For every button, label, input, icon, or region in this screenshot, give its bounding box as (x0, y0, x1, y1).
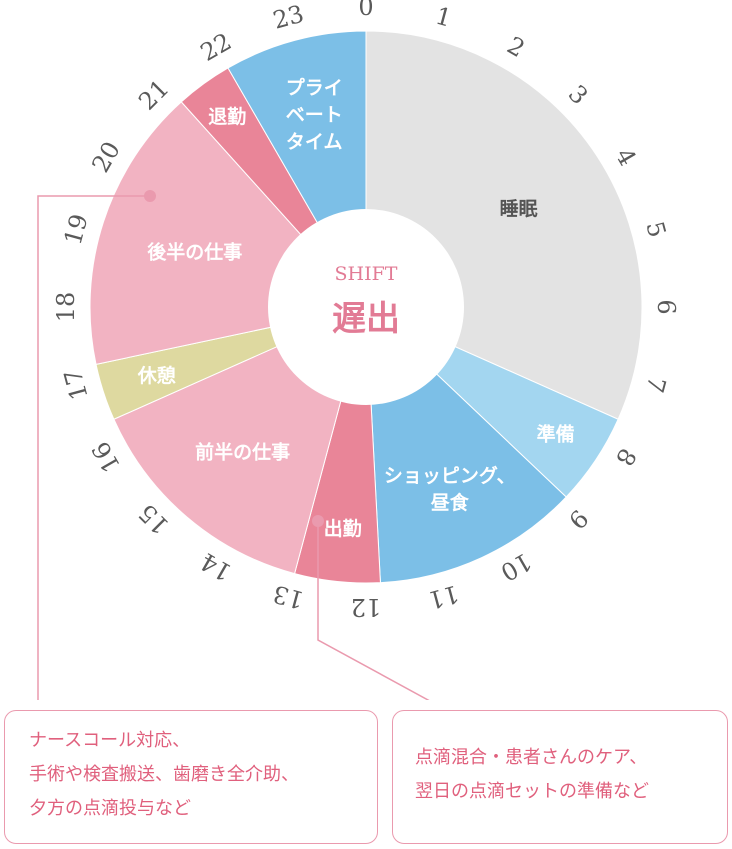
hour-tick-5: 5 (640, 218, 671, 240)
hour-tick-21: 21 (133, 74, 174, 115)
hour-tick-23: 23 (270, 0, 307, 35)
segment-label-prep-1: 準備 (537, 423, 575, 446)
segment-label-private-2: ベート (286, 104, 343, 126)
hour-tick-16: 16 (86, 437, 126, 477)
hour-tick-15: 15 (133, 498, 174, 539)
callout-box-first-half-work: 点滴混合・患者さんのケア、 翌日の点滴セットの準備など (392, 710, 728, 844)
leader-line-right (317, 521, 430, 700)
hour-tick-6: 6 (652, 299, 680, 314)
hour-tick-19: 19 (59, 211, 94, 248)
leader-lines-group (37, 190, 430, 700)
hour-tick-22: 22 (196, 27, 236, 67)
leader-dot-right (312, 515, 324, 527)
callout-left-line-1: ナースコール対応、 (29, 730, 191, 751)
center-disc (268, 209, 464, 405)
segment-label-work-second-1: 後半の仕事 (147, 240, 242, 263)
center-title: 遅出 (332, 299, 400, 339)
segment-label-shopping-2: 昼食 (431, 491, 470, 514)
callout-right-line-1: 点滴混合・患者さんのケア、 (415, 747, 648, 768)
center-subtitle: SHIFT (335, 263, 398, 285)
segment-label-sleep-1: 睡眠 (500, 198, 538, 220)
hour-tick-9: 9 (563, 504, 594, 535)
hour-tick-4: 4 (610, 143, 642, 170)
hour-tick-17: 17 (59, 366, 94, 403)
hour-tick-7: 7 (640, 374, 671, 396)
hour-tick-18: 18 (52, 292, 80, 323)
hour-tick-12: 12 (351, 593, 382, 621)
segment-label-work-first-1: 前半の仕事 (195, 441, 290, 464)
callout-box-second-half-work: ナースコール対応、 手術や検査搬送、歯磨き全介助、 夕方の点滴投与など (4, 710, 378, 844)
segment-label-private-1: プライ (286, 76, 343, 99)
segment-label-leave-1: 退勤 (208, 105, 246, 128)
segment-label-private-3: タイム (286, 131, 343, 153)
hour-tick-1: 1 (433, 2, 455, 33)
hour-tick-14: 14 (196, 547, 236, 587)
hour-tick-11: 11 (425, 579, 462, 614)
hour-tick-0: 0 (358, 0, 373, 21)
hour-tick-8: 8 (610, 443, 642, 470)
segment-label-break-1: 休憩 (137, 364, 176, 387)
leader-line-left (37, 195, 150, 700)
segment-label-shopping-1: ショッピング、 (384, 464, 516, 487)
hour-tick-2: 2 (502, 31, 529, 63)
callout-left-line-3: 夕方の点滴投与など (29, 798, 191, 819)
segment-label-commute-1: 出勤 (324, 517, 362, 540)
leader-dot-left (144, 190, 156, 202)
hour-tick-13: 13 (270, 579, 307, 614)
hour-tick-10: 10 (496, 547, 536, 587)
hour-tick-3: 3 (563, 80, 594, 111)
hour-tick-20: 20 (86, 137, 126, 177)
callout-left-line-2: 手術や検査搬送、歯磨き全介助、 (29, 764, 299, 785)
callout-right-line-2: 翌日の点滴セットの準備など (415, 781, 649, 802)
